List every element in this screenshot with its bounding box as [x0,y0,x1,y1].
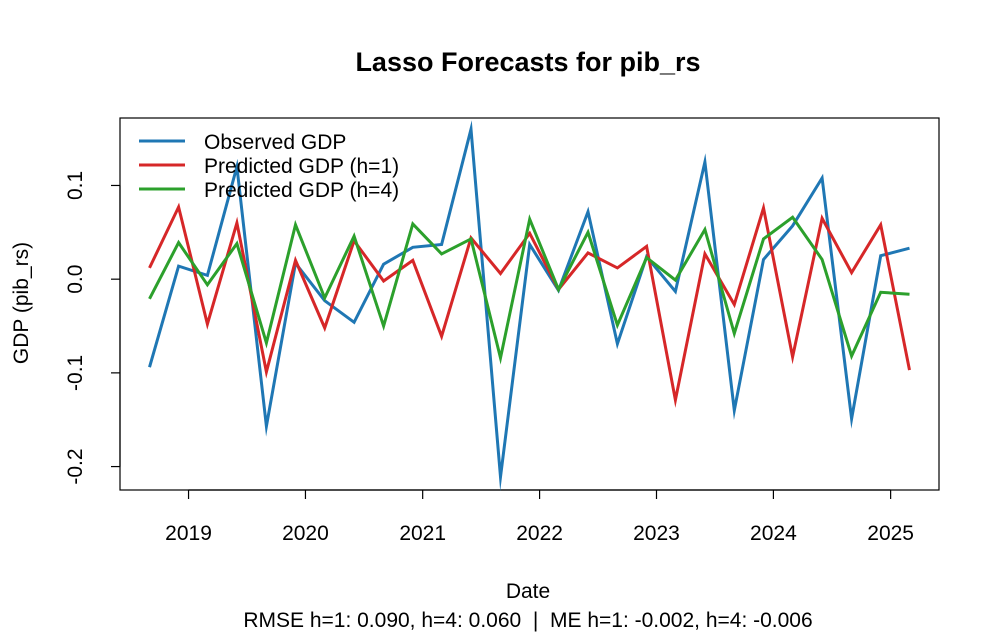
legend-label: Observed GDP [204,131,346,154]
series-line-observed-gdp [148,120,910,492]
y-tick-label: 0.1 [64,171,87,200]
x-tick-label: 2022 [516,522,563,545]
chart-subtitle: RMSE h=1: 0.090, h=4: 0.060 | ME h=1: -0… [243,609,812,632]
x-tick-label: 2021 [399,522,446,545]
x-tick-label: 2020 [282,522,329,545]
series-line-predicted-gdp-h-4 [148,214,910,365]
chart-title: Lasso Forecasts for pib_rs [355,47,700,77]
x-tick-label: 2024 [750,522,797,545]
x-axis: 2019 2020 2021 2022 2023 2024 2025 [165,489,914,545]
y-tick-label: -0.2 [64,448,87,484]
y-axis-label: GDP (pib_rs) [10,242,33,364]
y-tick-label: 0.0 [64,265,87,294]
x-tick-label: 2025 [867,522,914,545]
x-tick-label: 2019 [165,522,212,545]
x-axis-label: Date [506,580,550,603]
y-tick-label: -0.1 [64,355,87,391]
legend-label: Predicted GDP (h=4) [204,179,399,202]
legend-label: Predicted GDP (h=1) [204,155,399,178]
series-line-predicted-gdp-h-1 [148,201,911,408]
x-tick-label: 2023 [633,522,680,545]
y-axis: -0.2 -0.1 0.0 0.1 [64,171,121,485]
series-lines [148,120,911,492]
